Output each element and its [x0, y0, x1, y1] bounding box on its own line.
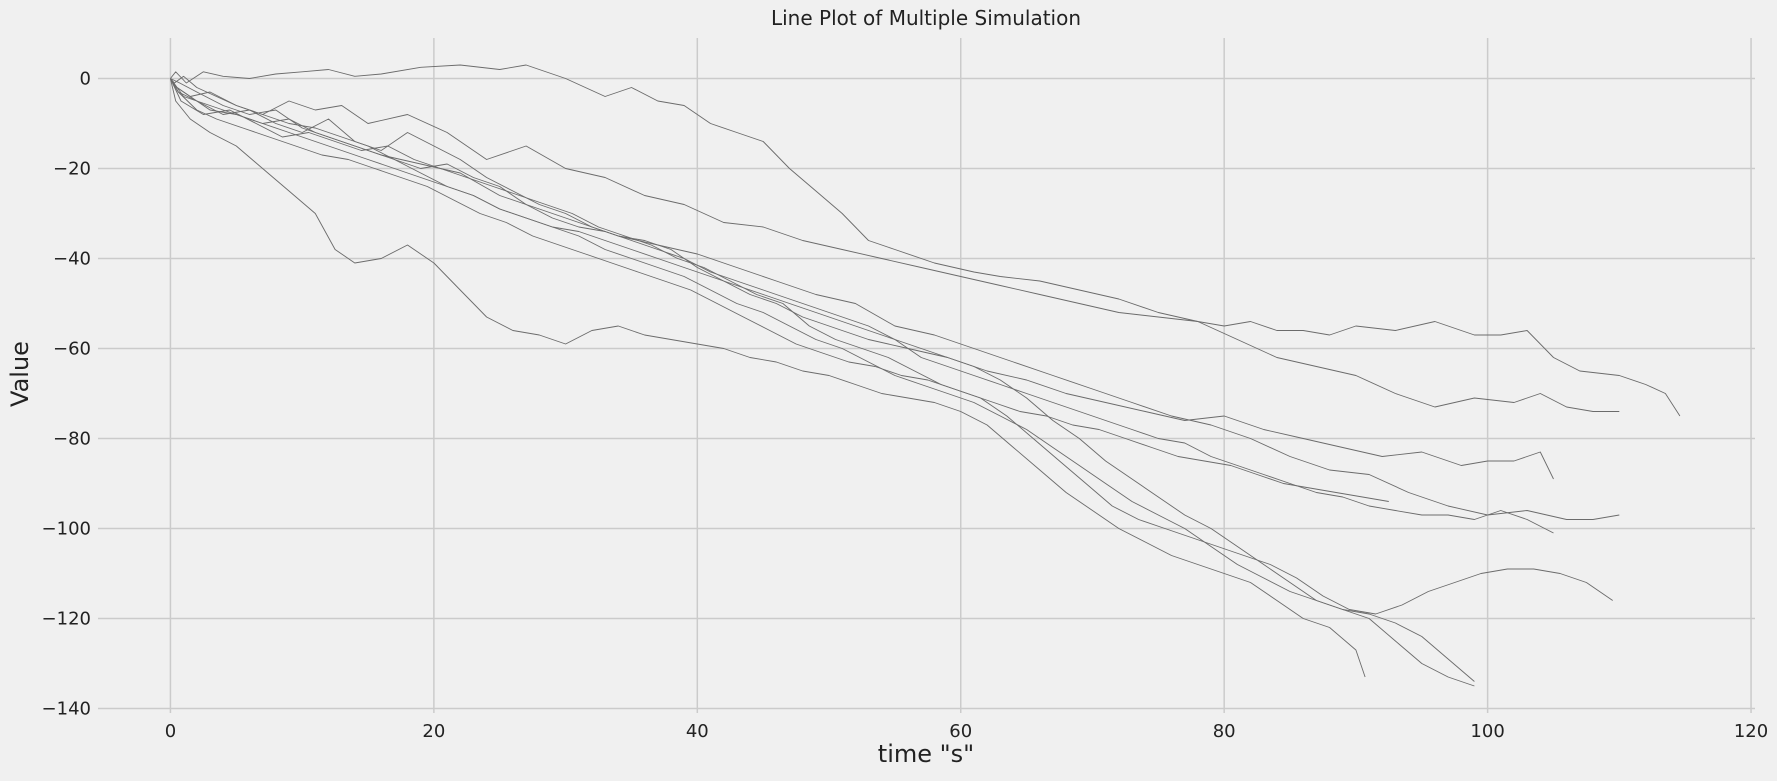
tick-labels: 0 20 40 60 80 100 120 0 −20 −40 −60 −80 −100 −120 −140	[42, 69, 1769, 743]
x-tick-label: 40	[686, 721, 709, 742]
y-tick-label: 0	[80, 69, 91, 90]
y-tick-label: −100	[42, 519, 91, 540]
x-tick-label: 20	[422, 721, 445, 742]
x-tick-label: 60	[949, 721, 972, 742]
grid	[98, 38, 1755, 713]
series-line-8	[169, 78, 1366, 678]
y-tick-label: −140	[42, 699, 91, 720]
y-tick-label: −80	[53, 429, 91, 450]
x-tick-label: 0	[165, 721, 176, 742]
series-line-4	[170, 78, 1620, 520]
series-line-9	[170, 78, 1613, 615]
y-tick-label: −40	[53, 249, 91, 270]
chart-title: Line Plot of Multiple Simulation	[771, 6, 1081, 30]
series-line-1	[170, 64, 1681, 417]
series-group	[169, 64, 1681, 687]
y-tick-label: −120	[42, 609, 91, 630]
series-line-7	[170, 78, 1475, 687]
series-line-3	[170, 78, 1554, 480]
y-tick-label: −20	[53, 159, 91, 180]
y-axis-label: Value	[6, 341, 34, 407]
series-line-10	[170, 75, 1475, 682]
x-tick-label: 100	[1470, 721, 1504, 742]
x-tick-label: 120	[1734, 721, 1768, 742]
series-line-5	[170, 78, 1554, 534]
x-axis-label: time "s"	[878, 740, 974, 768]
x-tick-label: 80	[1213, 721, 1236, 742]
y-tick-label: −60	[53, 339, 91, 360]
series-line-2	[170, 78, 1620, 412]
series-line-6	[169, 78, 1389, 502]
